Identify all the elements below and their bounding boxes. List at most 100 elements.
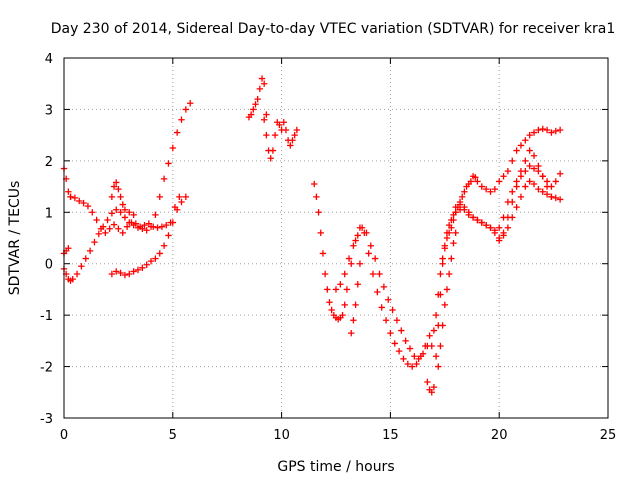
data-point: [517, 142, 525, 149]
data-point: [315, 209, 322, 216]
data-point: [374, 288, 381, 296]
data-point: [530, 129, 538, 136]
data-point: [119, 229, 126, 237]
data-point: [448, 255, 455, 262]
data-point: [419, 350, 427, 357]
y-tick-label: -1: [40, 309, 53, 324]
data-point: [71, 194, 79, 202]
data-point: [328, 306, 335, 314]
data-point: [156, 193, 163, 201]
data-point: [408, 363, 416, 370]
data-point: [535, 162, 542, 170]
data-point: [452, 203, 459, 211]
data-point: [526, 131, 533, 139]
data-point: [134, 266, 142, 274]
data-point: [367, 242, 375, 249]
data-point: [467, 178, 475, 185]
data-point: [67, 193, 74, 201]
data-point: [121, 206, 129, 213]
data-point: [160, 175, 168, 183]
data-point: [139, 264, 146, 272]
data-point: [552, 178, 559, 185]
chart-title: Day 230 of 2014, Sidereal Day-to-day VTE…: [51, 21, 616, 37]
data-point: [350, 242, 357, 249]
data-point: [504, 224, 512, 231]
data-point: [117, 209, 124, 216]
x-tick-label: 10: [273, 428, 290, 443]
data-point: [522, 157, 529, 165]
data-point: [539, 125, 546, 133]
data-point: [393, 317, 401, 324]
data-point: [341, 301, 348, 309]
y-tick-label: 2: [45, 155, 53, 170]
data-point: [182, 106, 190, 113]
data-point: [341, 270, 348, 278]
data-point: [263, 111, 270, 118]
data-point: [260, 80, 268, 87]
data-point: [435, 291, 442, 298]
data-point: [150, 223, 157, 230]
data-point: [496, 224, 503, 231]
data-point: [535, 185, 542, 193]
data-point: [439, 255, 446, 262]
data-point: [539, 188, 546, 195]
data-point: [108, 210, 116, 217]
data-point: [432, 311, 440, 319]
data-point: [382, 317, 390, 324]
data-point: [115, 185, 122, 193]
plot-frame: [63, 57, 609, 419]
data-point: [437, 342, 444, 350]
data-point: [500, 173, 507, 180]
data-point: [435, 363, 442, 370]
data-point: [352, 237, 359, 244]
data-point: [89, 209, 96, 216]
data-point: [548, 193, 555, 201]
x-tick-label: 15: [382, 428, 399, 443]
data-point: [343, 286, 351, 293]
data-point: [452, 229, 459, 237]
data-point: [482, 185, 490, 193]
data-point: [363, 229, 370, 237]
data-point: [113, 179, 120, 186]
data-point: [160, 242, 168, 249]
data-point: [478, 219, 485, 226]
y-tick-label: 3: [45, 103, 53, 118]
data-point: [426, 332, 433, 339]
data-point: [182, 193, 190, 201]
data-point: [126, 209, 133, 216]
data-point: [348, 260, 355, 267]
data-point: [350, 317, 357, 324]
data-point: [321, 270, 329, 278]
data-point: [456, 201, 464, 208]
data-point: [504, 167, 512, 175]
data-point: [178, 116, 185, 123]
data-point: [443, 286, 451, 293]
data-point: [254, 95, 261, 103]
data-point: [398, 327, 405, 334]
x-tick-label: 25: [600, 428, 617, 443]
data-point: [187, 100, 194, 107]
data-point: [395, 347, 403, 355]
data-point: [445, 270, 453, 278]
data-point: [517, 167, 525, 175]
data-point: [391, 340, 398, 347]
data-point: [110, 221, 118, 228]
data-point: [509, 157, 516, 165]
data-point: [256, 85, 264, 93]
data-point: [260, 116, 268, 123]
data-point: [280, 119, 287, 126]
data-point: [110, 183, 118, 190]
data-point: [313, 193, 320, 201]
data-point: [154, 224, 161, 231]
data-point: [348, 329, 355, 337]
data-point: [121, 214, 129, 221]
data-point: [311, 180, 318, 188]
data-point: [86, 247, 94, 255]
data-point: [178, 198, 185, 206]
data-point: [380, 283, 388, 291]
data-point: [439, 322, 446, 329]
data-point: [491, 229, 499, 237]
data-point: [376, 270, 383, 278]
data-point: [258, 75, 266, 82]
data-point: [102, 229, 109, 237]
